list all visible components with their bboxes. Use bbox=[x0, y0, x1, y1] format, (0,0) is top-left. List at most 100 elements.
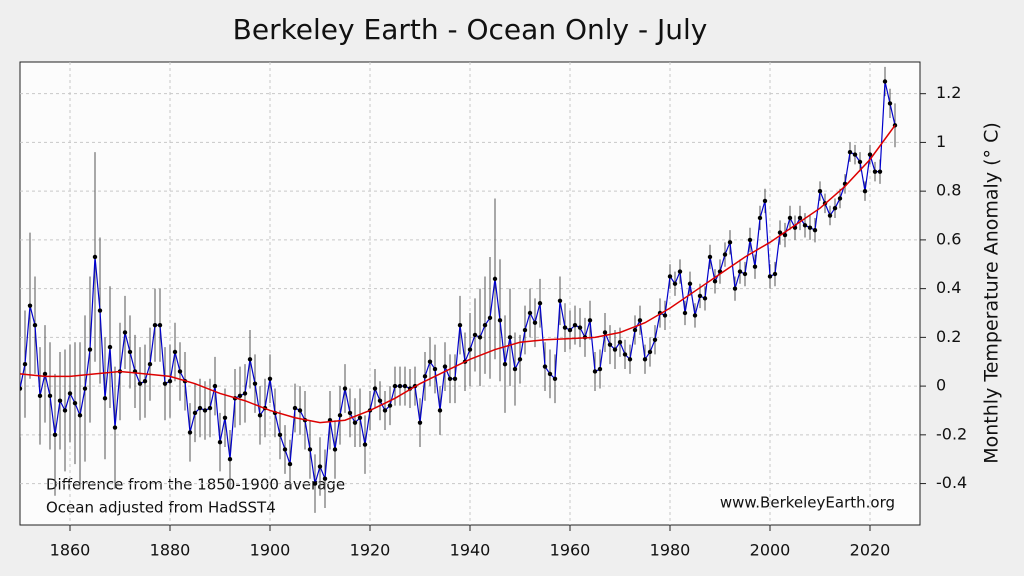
data-point bbox=[52, 432, 58, 438]
data-point bbox=[817, 188, 823, 194]
data-point bbox=[592, 369, 598, 374]
data-point bbox=[72, 400, 78, 406]
data-point bbox=[662, 313, 668, 318]
data-point bbox=[222, 415, 228, 420]
y-tick-label: -0.4 bbox=[936, 473, 967, 492]
data-point bbox=[512, 366, 518, 372]
data-point bbox=[197, 405, 203, 411]
data-point bbox=[167, 379, 173, 384]
data-point bbox=[437, 408, 443, 413]
data-point bbox=[742, 271, 748, 277]
annotation: Ocean adjusted from HadSST4 bbox=[46, 499, 276, 517]
data-point bbox=[362, 442, 368, 447]
data-point bbox=[882, 79, 888, 84]
data-point bbox=[837, 196, 843, 201]
data-point bbox=[107, 344, 113, 350]
data-point bbox=[482, 322, 488, 328]
data-point bbox=[867, 152, 873, 157]
data-point bbox=[747, 237, 753, 243]
data-point bbox=[432, 366, 438, 372]
data-point bbox=[877, 169, 883, 174]
data-point bbox=[447, 376, 453, 381]
data-point bbox=[612, 347, 618, 352]
data-point bbox=[477, 335, 483, 340]
y-tick-label: 0.2 bbox=[936, 327, 961, 346]
data-point bbox=[607, 342, 613, 347]
data-point bbox=[347, 410, 353, 416]
data-point bbox=[307, 447, 313, 452]
data-point bbox=[67, 391, 73, 396]
data-point bbox=[847, 149, 853, 155]
data-point bbox=[752, 264, 758, 269]
data-point bbox=[587, 318, 593, 323]
data-point bbox=[77, 413, 83, 418]
data-point bbox=[277, 432, 283, 438]
x-tick-label: 1920 bbox=[350, 541, 391, 560]
data-point bbox=[242, 391, 248, 396]
y-tick-label: 1.2 bbox=[936, 83, 961, 102]
data-point bbox=[532, 320, 538, 325]
data-point bbox=[137, 381, 143, 386]
data-point bbox=[542, 364, 548, 369]
y-tick-label: 1 bbox=[936, 132, 946, 151]
data-point bbox=[557, 298, 563, 304]
data-point bbox=[857, 159, 863, 165]
data-point bbox=[47, 393, 53, 399]
credit: www.BerkeleyEarth.org bbox=[720, 494, 895, 512]
data-point bbox=[27, 303, 33, 308]
data-point bbox=[507, 335, 513, 340]
data-point bbox=[102, 396, 108, 401]
data-point bbox=[627, 357, 633, 362]
y-tick-label: -0.2 bbox=[936, 424, 967, 443]
data-point bbox=[772, 271, 778, 277]
data-point bbox=[142, 379, 148, 384]
data-point bbox=[392, 383, 398, 389]
data-point bbox=[527, 310, 533, 316]
data-point bbox=[567, 327, 573, 333]
data-point bbox=[852, 152, 858, 157]
data-point bbox=[862, 188, 868, 194]
data-point bbox=[757, 215, 763, 221]
data-point bbox=[202, 408, 208, 413]
data-point bbox=[322, 476, 328, 481]
data-point bbox=[487, 315, 493, 321]
data-point bbox=[332, 447, 338, 452]
data-point bbox=[672, 281, 678, 286]
data-point bbox=[292, 405, 298, 411]
data-point bbox=[472, 332, 478, 338]
plot-marks bbox=[20, 62, 920, 525]
data-point bbox=[247, 357, 253, 362]
data-point bbox=[177, 369, 183, 374]
data-point bbox=[617, 340, 623, 345]
data-point bbox=[707, 254, 713, 260]
data-point bbox=[387, 403, 393, 408]
data-point bbox=[397, 383, 403, 389]
x-tick-label: 1960 bbox=[550, 541, 591, 560]
data-point bbox=[127, 349, 133, 355]
data-point bbox=[122, 330, 128, 335]
data-point bbox=[562, 325, 568, 330]
data-point bbox=[377, 398, 383, 403]
data-point bbox=[112, 425, 118, 430]
data-point bbox=[37, 393, 43, 399]
data-point bbox=[637, 318, 643, 323]
data-point bbox=[172, 349, 178, 355]
data-point bbox=[797, 215, 803, 221]
x-tick-label: 1900 bbox=[250, 541, 291, 560]
data-point bbox=[87, 347, 93, 352]
data-point bbox=[337, 413, 343, 418]
data-point bbox=[237, 393, 243, 399]
data-point bbox=[872, 169, 878, 174]
x-tick-label: 2000 bbox=[750, 541, 791, 560]
data-point bbox=[492, 276, 498, 282]
data-point bbox=[22, 361, 28, 367]
data-point bbox=[622, 352, 628, 357]
data-point bbox=[782, 232, 788, 238]
data-point bbox=[422, 374, 428, 379]
data-point bbox=[157, 322, 163, 328]
data-point bbox=[737, 269, 743, 274]
data-point bbox=[20, 386, 23, 391]
x-tick-label: 1980 bbox=[650, 541, 691, 560]
data-point bbox=[642, 357, 648, 362]
